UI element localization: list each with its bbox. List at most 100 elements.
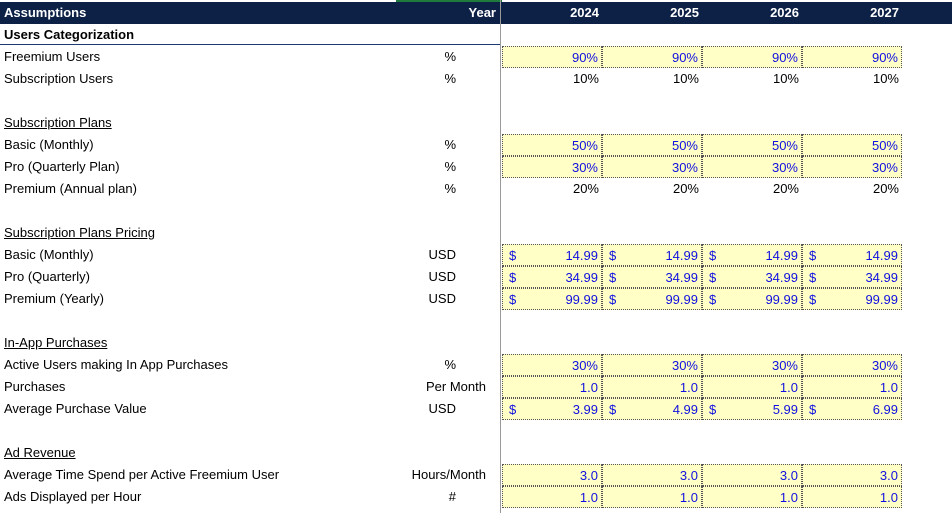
value-cell-2026[interactable]: 50% — [702, 134, 802, 156]
row-label[interactable]: Premium (Annual plan) — [4, 181, 137, 196]
column-selection-indicator — [396, 0, 502, 2]
value-cell-2027[interactable]: 30% — [802, 354, 902, 376]
cell-value: 4.99 — [672, 402, 698, 417]
section-title[interactable]: Subscription Plans Pricing — [4, 225, 156, 240]
value-cell-2026[interactable]: 1.0 — [702, 376, 802, 398]
section-title[interactable]: Subscription Plans — [4, 115, 112, 130]
value-cell-2024[interactable]: $99.99 — [502, 288, 602, 310]
currency-symbol: $ — [509, 270, 517, 285]
value-cell-2027[interactable]: 3.0 — [802, 464, 902, 486]
row-unit[interactable]: % — [444, 49, 456, 64]
row-label[interactable]: Basic (Monthly) — [4, 247, 94, 262]
row-unit[interactable]: Hours/Month — [411, 467, 486, 482]
section-title[interactable]: In-App Purchases — [4, 335, 108, 350]
currency-symbol: $ — [609, 270, 617, 285]
value-cell-2026[interactable]: 1.0 — [702, 486, 802, 508]
value-cell-2027[interactable]: 50% — [802, 134, 902, 156]
value-cell-2027[interactable]: $34.99 — [802, 266, 902, 288]
year-2027-header[interactable]: 2027 — [870, 5, 899, 20]
value-cell-2024[interactable]: 30% — [502, 354, 602, 376]
value-cell-2026[interactable]: $14.99 — [702, 244, 802, 266]
value-cell-2026[interactable]: $34.99 — [702, 266, 802, 288]
value-cell-2024[interactable]: 1.0 — [502, 376, 602, 398]
value-cell-2026[interactable]: 10% — [702, 68, 802, 90]
value-cell-2024[interactable]: 30% — [502, 156, 602, 178]
value-cell-2024[interactable]: 50% — [502, 134, 602, 156]
year-2026-header[interactable]: 2026 — [770, 5, 799, 20]
value-cell-2026[interactable]: $99.99 — [702, 288, 802, 310]
row-label[interactable]: Subscription Users — [4, 71, 114, 86]
section-title[interactable]: Users Categorization — [4, 27, 135, 42]
value-cell-2027[interactable]: $14.99 — [802, 244, 902, 266]
value-cell-2025[interactable]: 3.0 — [602, 464, 702, 486]
row-unit[interactable]: USD — [428, 401, 456, 416]
value-cell-2027[interactable]: $99.99 — [802, 288, 902, 310]
cell-value: 99.99 — [565, 292, 598, 307]
value-cell-2024[interactable]: 20% — [502, 178, 602, 200]
section-title[interactable]: Ad Revenue — [4, 445, 76, 460]
value-cell-2025[interactable]: $14.99 — [602, 244, 702, 266]
row-label[interactable]: Freemium Users — [4, 49, 101, 64]
value-cell-2024[interactable]: 3.0 — [502, 464, 602, 486]
row-unit[interactable]: # — [448, 489, 456, 504]
value-cell-2027[interactable]: 30% — [802, 156, 902, 178]
value-cell-2025[interactable]: 1.0 — [602, 486, 702, 508]
value-cell-2025[interactable]: 90% — [602, 46, 702, 68]
row-unit[interactable]: % — [444, 159, 456, 174]
row-unit[interactable]: USD — [428, 269, 456, 284]
value-cell-2027[interactable]: 20% — [802, 178, 902, 200]
row-label[interactable]: Pro (Quarterly) — [4, 269, 90, 284]
row-label[interactable]: Ads Displayed per Hour — [4, 489, 142, 504]
value-cell-2024[interactable]: 90% — [502, 46, 602, 68]
row-unit[interactable]: % — [444, 181, 456, 196]
value-cell-2024[interactable]: $3.99 — [502, 398, 602, 420]
assumption-row: Ads Displayed per Hour #1.0 1.0 1.0 1.0 — [0, 486, 952, 508]
row-label[interactable]: Active Users making In App Purchases — [4, 357, 228, 372]
year-2025-header[interactable]: 2025 — [670, 5, 699, 20]
value-cell-2025[interactable]: 1.0 — [602, 376, 702, 398]
value-cell-2025[interactable]: $99.99 — [602, 288, 702, 310]
value-cell-2024[interactable]: 10% — [502, 68, 602, 90]
row-label[interactable]: Average Purchase Value — [4, 401, 147, 416]
row-label[interactable]: Pro (Quarterly Plan) — [4, 159, 120, 174]
cell-value: 1.0 — [579, 380, 598, 395]
row-label[interactable]: Purchases — [4, 379, 66, 394]
row-label[interactable]: Basic (Monthly) — [4, 137, 94, 152]
sheet-title[interactable]: Assumptions — [4, 5, 87, 20]
row-unit[interactable]: % — [444, 71, 456, 86]
currency-symbol: $ — [709, 402, 717, 417]
value-cell-2025[interactable]: $4.99 — [602, 398, 702, 420]
value-cell-2025[interactable]: 50% — [602, 134, 702, 156]
row-unit[interactable]: % — [444, 357, 456, 372]
value-cell-2026[interactable]: $5.99 — [702, 398, 802, 420]
value-cell-2026[interactable]: 3.0 — [702, 464, 802, 486]
value-cell-2027[interactable]: 90% — [802, 46, 902, 68]
value-cell-2025[interactable]: 30% — [602, 354, 702, 376]
value-cell-2025[interactable]: 30% — [602, 156, 702, 178]
row-unit[interactable]: % — [444, 137, 456, 152]
cell-value: 6.99 — [872, 402, 898, 417]
row-label[interactable]: Average Time Spend per Active Freemium U… — [4, 467, 280, 482]
row-label[interactable]: Premium (Yearly) — [4, 291, 104, 306]
value-cell-2027[interactable]: 10% — [802, 68, 902, 90]
value-cell-2024[interactable]: $14.99 — [502, 244, 602, 266]
row-unit[interactable]: USD — [428, 247, 456, 262]
value-cell-2026[interactable]: 30% — [702, 156, 802, 178]
value-cell-2027[interactable]: 1.0 — [802, 486, 902, 508]
value-cell-2026[interactable]: 90% — [702, 46, 802, 68]
value-cell-2024[interactable]: $34.99 — [502, 266, 602, 288]
year-label[interactable]: Year — [468, 5, 496, 20]
cell-value: 99.99 — [865, 292, 898, 307]
value-cell-2026[interactable]: 30% — [702, 354, 802, 376]
cell-value: 90% — [671, 50, 698, 65]
value-cell-2027[interactable]: 1.0 — [802, 376, 902, 398]
year-2024-header[interactable]: 2024 — [570, 5, 599, 20]
value-cell-2027[interactable]: $6.99 — [802, 398, 902, 420]
value-cell-2025[interactable]: 20% — [602, 178, 702, 200]
value-cell-2025[interactable]: 10% — [602, 68, 702, 90]
value-cell-2024[interactable]: 1.0 — [502, 486, 602, 508]
row-unit[interactable]: USD — [428, 291, 456, 306]
row-unit[interactable]: Per Month — [426, 379, 486, 394]
value-cell-2025[interactable]: $34.99 — [602, 266, 702, 288]
value-cell-2026[interactable]: 20% — [702, 178, 802, 200]
